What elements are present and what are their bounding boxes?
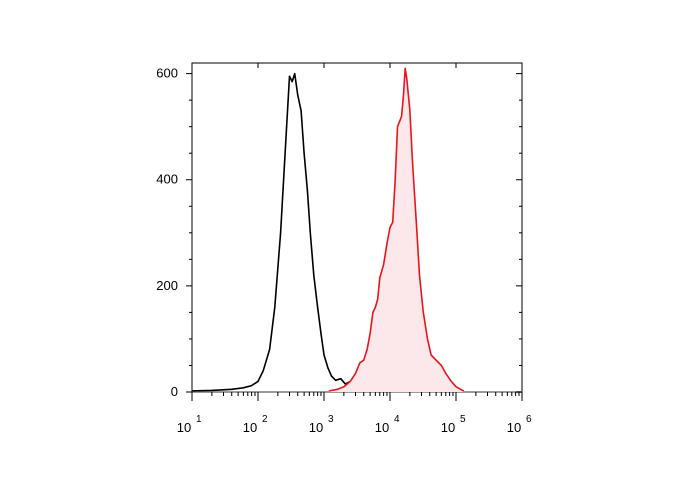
series-1-point xyxy=(404,67,406,69)
series-0-point xyxy=(191,390,193,392)
x-tick-exponent: 2 xyxy=(262,414,268,425)
y-tick-label: 600 xyxy=(156,66,178,81)
series-0-point xyxy=(269,348,271,351)
series-0-point xyxy=(303,152,305,154)
series-1-point xyxy=(430,354,432,356)
x-tick-exponent: 6 xyxy=(526,414,532,425)
y-tick-label: 200 xyxy=(156,278,178,293)
series-1-point xyxy=(354,372,357,374)
series-0-point xyxy=(288,75,291,77)
series-1-point xyxy=(412,163,414,165)
series-1-point xyxy=(455,386,457,388)
series-0-point xyxy=(280,232,282,234)
series-0-point xyxy=(231,388,233,390)
x-tick-label: 10 3 xyxy=(309,414,334,435)
series-1-point xyxy=(377,298,379,300)
series-0-point xyxy=(309,232,311,234)
series-0-point xyxy=(340,378,342,380)
series-layer xyxy=(191,67,465,393)
series-0-point xyxy=(251,385,253,387)
series-1-point xyxy=(328,390,330,392)
x-tick-label: 10 4 xyxy=(375,414,400,435)
series-1-point xyxy=(406,78,408,80)
series-1-point xyxy=(402,94,405,96)
y-tick-label: 400 xyxy=(156,172,178,187)
series-1-fill xyxy=(329,68,464,393)
series-0-point xyxy=(211,389,213,391)
plot-frame xyxy=(191,62,523,393)
series-1-point xyxy=(450,380,452,382)
series-0-point xyxy=(291,81,293,83)
series-0-point xyxy=(323,354,325,356)
series-1-point xyxy=(343,386,345,388)
x-tick-base: 10 xyxy=(243,420,257,435)
series-1-point xyxy=(363,359,365,361)
x-tick-base: 10 xyxy=(441,420,455,435)
series-1-point xyxy=(372,311,374,313)
series-1-point xyxy=(383,264,385,266)
series-0-point xyxy=(257,380,259,382)
x-tick-base: 10 xyxy=(375,420,389,435)
series-0-line xyxy=(191,72,384,392)
series-1-point xyxy=(409,110,411,112)
series-1-point xyxy=(399,120,401,122)
x-tick-base: 10 xyxy=(309,420,323,435)
series-0-point xyxy=(335,379,337,381)
series-0-point xyxy=(313,274,315,276)
x-tick-base: 10 xyxy=(507,420,521,435)
series-0-point xyxy=(294,73,296,75)
series-1-point xyxy=(349,380,351,382)
x-tick-label: 10 6 xyxy=(507,414,532,435)
series-1-point xyxy=(394,179,396,181)
series-1-point xyxy=(379,277,381,279)
series-1-point xyxy=(336,388,339,390)
series-1-point xyxy=(392,221,394,223)
series-0-point xyxy=(306,189,308,191)
series-1-point xyxy=(401,115,403,117)
x-tick-exponent: 5 xyxy=(460,414,466,425)
x-tick-label: 10 5 xyxy=(441,414,466,435)
y-tick-label: 0 xyxy=(171,384,178,399)
series-1-point xyxy=(369,333,371,335)
plot-area xyxy=(191,62,523,393)
series-1-point xyxy=(418,274,421,276)
series-0-point xyxy=(297,94,299,96)
series-0-point xyxy=(327,367,329,369)
x-tick-exponent: 3 xyxy=(328,414,334,425)
series-1-point xyxy=(462,390,465,392)
series-0-point xyxy=(242,387,244,389)
series-0-point xyxy=(320,333,322,335)
series-1-point xyxy=(440,364,442,367)
series-0-point xyxy=(262,370,264,372)
series-0-point xyxy=(284,147,286,149)
x-tick-exponent: 4 xyxy=(394,414,400,425)
series-1-point xyxy=(415,221,417,223)
x-tick-label: 10 1 xyxy=(177,414,202,435)
series-0-point xyxy=(300,110,302,112)
series-0-point xyxy=(317,306,319,308)
series-1-point xyxy=(386,242,388,244)
series-1-point xyxy=(374,306,376,308)
series-1-point xyxy=(435,359,437,361)
series-1-point xyxy=(426,338,429,340)
x-tick-base: 10 xyxy=(177,420,191,435)
axis-layer: 0 200 400 600 10 1 10 2 10 3 10 4 10 5 10 6 xyxy=(156,63,532,435)
series-0-point xyxy=(274,306,276,308)
series-1-point xyxy=(396,126,399,128)
series-1-point xyxy=(445,372,447,374)
series-1-point xyxy=(366,348,368,351)
series-1-point xyxy=(422,311,424,313)
x-tick-label: 10 2 xyxy=(243,414,268,435)
x-tick-exponent: 1 xyxy=(196,414,202,425)
series-1-point xyxy=(389,226,391,229)
series-0-point xyxy=(330,375,333,377)
series-1-point xyxy=(359,362,361,364)
